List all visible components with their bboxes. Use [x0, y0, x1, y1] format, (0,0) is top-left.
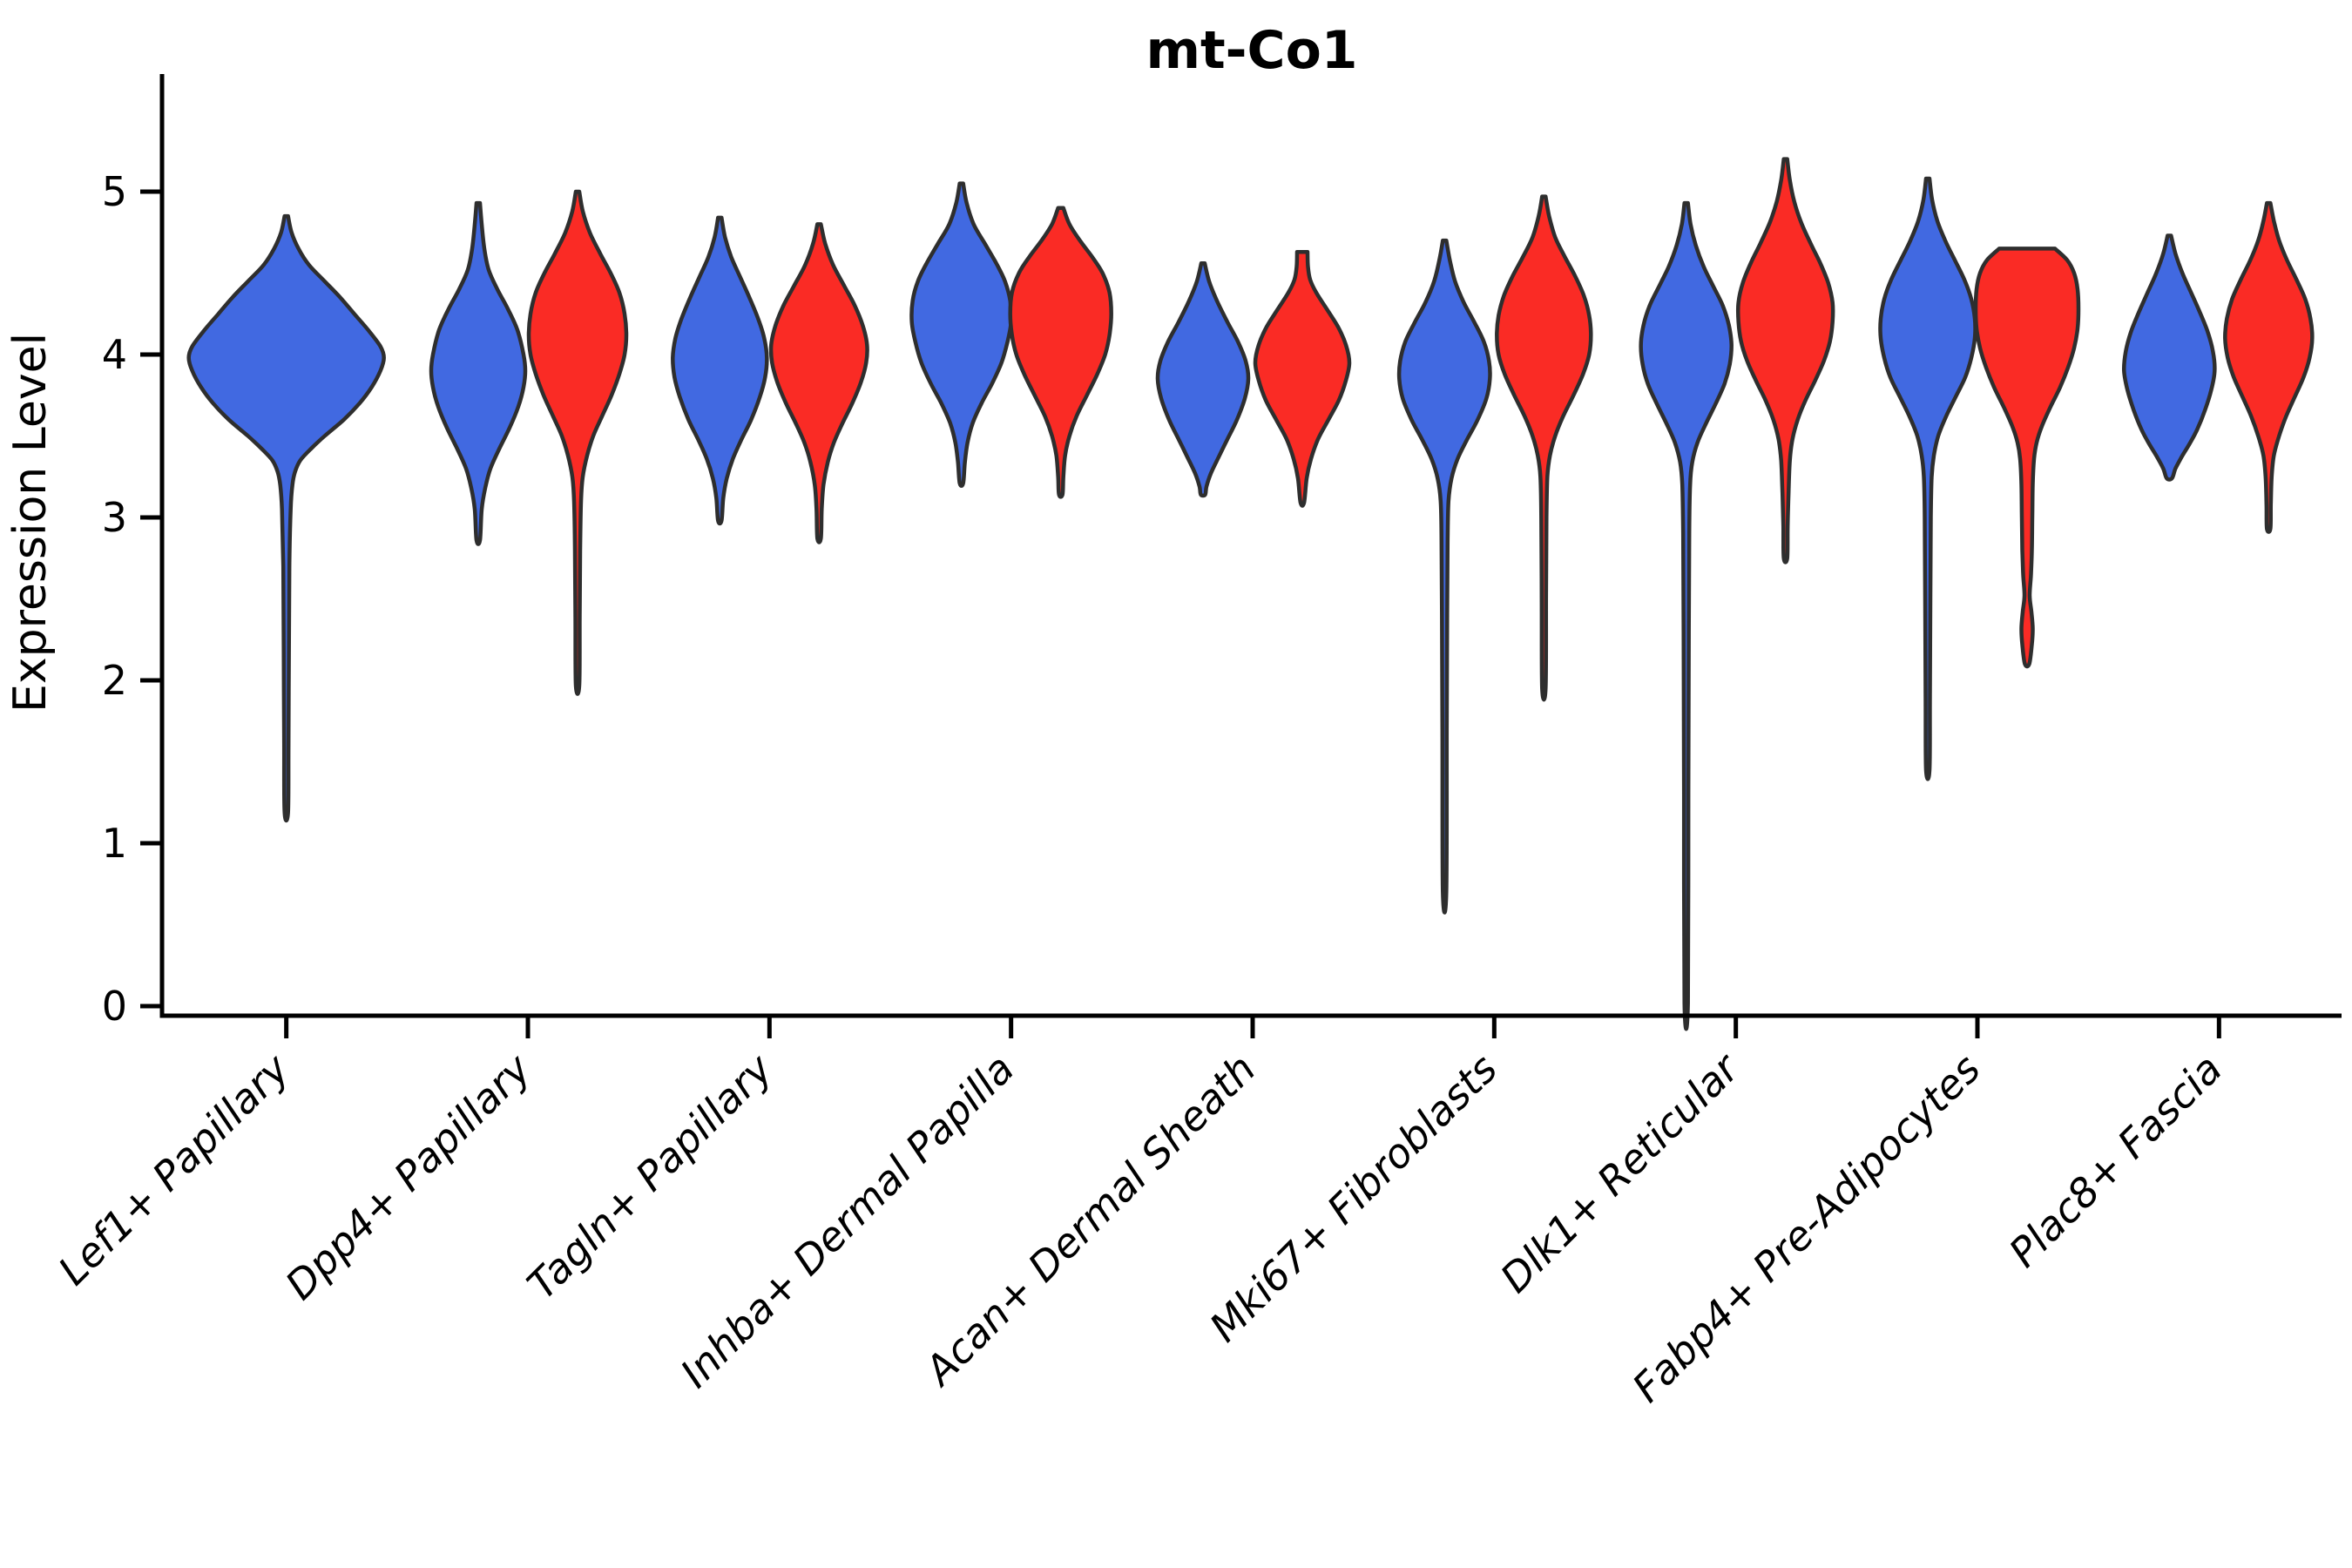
violin-dlk1-reticular-blue	[1639, 200, 1734, 1031]
y-tick-label-2: 2	[102, 657, 127, 704]
violin-tagln-papillary-blue	[671, 215, 769, 526]
y-tick-label-0: 0	[102, 983, 127, 1030]
y-tick-label-4: 4	[102, 331, 127, 378]
violin-acan-dermal-sheath-red	[1253, 249, 1352, 508]
violin-mki67-fibroblasts-blue	[1396, 238, 1492, 915]
chart-title: mt-Co1	[1146, 20, 1357, 81]
violin-tagln-papillary-red	[768, 222, 869, 544]
violins-layer	[186, 157, 2315, 1031]
y-tick-label-5: 5	[102, 168, 127, 215]
y-tick-label-3: 3	[102, 494, 127, 541]
violin-fabp4-pre-adipocytes-red	[1973, 247, 2081, 669]
violin-inhba-dermal-papilla-blue	[909, 181, 1014, 489]
violin-dpp4-papillary-blue	[429, 200, 528, 546]
violin-lef1-papillary-blue	[186, 213, 386, 823]
violin-dpp4-papillary-red	[526, 189, 629, 696]
violin-acan-dermal-sheath-blue	[1155, 261, 1251, 498]
y-axis-label: Expression Level	[4, 333, 57, 713]
violin-plac8-fascia-blue	[2121, 233, 2217, 482]
violin-dlk1-reticular-red	[1735, 157, 1835, 564]
y-tick-label-1: 1	[102, 820, 127, 867]
violin-plac8-fascia-red	[2223, 200, 2315, 534]
violin-inhba-dermal-papilla-red	[1008, 206, 1113, 499]
violin-mki67-fibroblasts-red	[1495, 194, 1593, 702]
y-axis-ticks: 0 1 2 3 4 5	[102, 168, 162, 1030]
